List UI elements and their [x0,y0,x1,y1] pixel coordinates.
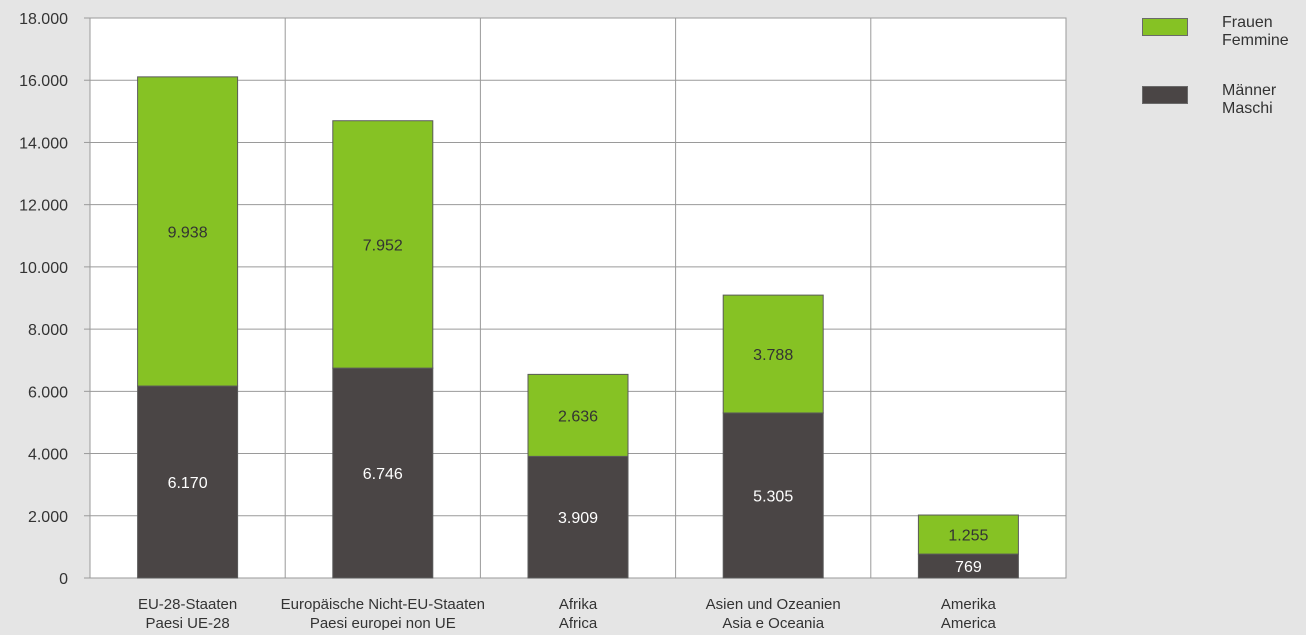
y-tick-label: 0 [59,571,68,588]
bar-frauen [332,120,434,369]
bar-value-label: 7.952 [363,237,403,254]
legend-swatch [1142,86,1188,104]
y-tick-label: 6.000 [28,384,68,401]
bar-maenner [332,367,434,579]
bar-value-label: 2.636 [558,408,598,425]
x-tick-label: EU-28-Staaten [138,596,237,613]
bar-maenner [137,385,239,579]
bar-value-label: 6.746 [363,466,403,483]
x-tick-label: Afrika [559,596,598,613]
y-tick-label: 18.000 [19,11,68,28]
y-tick-label: 14.000 [19,135,68,152]
bar-frauen [137,76,239,387]
x-tick-label: Paesi europei non UE [310,615,456,630]
bar-value-label: 6.170 [168,475,208,492]
bar-frauen [722,294,824,414]
x-tick-label: Asien und Ozeanien [706,596,841,613]
y-tick-label: 10.000 [19,260,68,277]
bar-value-label: 3.788 [753,347,793,364]
legend-label-line: Frauen [1222,14,1273,31]
legend-label: Frauen Femmine [1222,14,1289,50]
x-tick-label: Asia e Oceania [722,615,824,630]
bar-frauen [527,373,629,457]
legend-label-line: Maschi [1222,100,1273,117]
x-tick-label: Amerika [941,596,997,613]
legend: Frauen Femmine Männer Maschi [1142,14,1306,150]
legend-item: Männer Maschi [1142,82,1306,150]
y-tick-label: 8.000 [28,322,68,339]
bar-value-label: 5.305 [753,488,793,505]
legend-swatch [1142,18,1188,36]
y-tick-label: 16.000 [19,73,68,90]
bar-value-label: 9.938 [168,224,208,241]
y-tick-label: 4.000 [28,447,68,464]
bar-value-label: 1.255 [948,528,988,545]
legend-label: Männer Maschi [1222,82,1276,118]
bar-maenner [527,455,629,579]
y-tick-label: 2.000 [28,509,68,526]
x-tick-label: Europäische Nicht-EU-Staaten [281,596,485,613]
bar-maenner [722,412,824,579]
legend-label-line: Femmine [1222,32,1289,49]
x-tick-label: Paesi UE-28 [145,615,229,630]
y-tick-label: 12.000 [19,198,68,215]
legend-label-line: Männer [1222,82,1277,99]
bar-value-label: 3.909 [558,510,598,527]
bar-value-label: 769 [955,559,982,576]
bar-frauen [917,514,1019,555]
x-tick-label: Africa [559,615,598,630]
x-tick-label: America [941,615,997,630]
legend-item: Frauen Femmine [1142,14,1306,82]
